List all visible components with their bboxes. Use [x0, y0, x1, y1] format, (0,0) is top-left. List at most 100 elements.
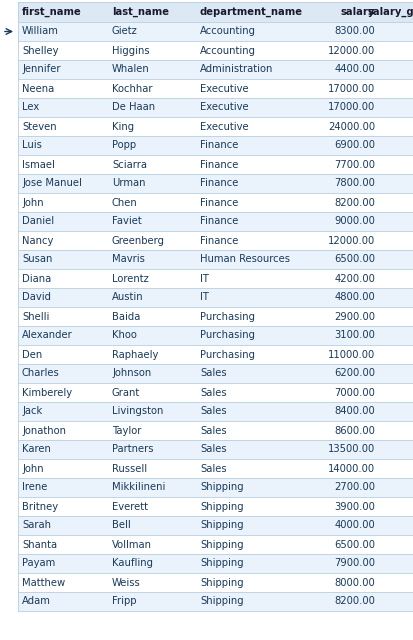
Text: Vollman: Vollman — [112, 540, 152, 550]
Text: Accounting: Accounting — [200, 26, 256, 36]
Text: Johnson: Johnson — [112, 369, 151, 378]
Text: Whalen: Whalen — [112, 65, 150, 74]
Text: Kochhar: Kochhar — [112, 83, 152, 93]
Text: Purchasing: Purchasing — [200, 349, 255, 360]
Text: Grant: Grant — [112, 387, 140, 397]
Text: Mikkilineni: Mikkilineni — [112, 483, 165, 493]
Text: 13500.00: 13500.00 — [328, 445, 375, 454]
Text: William: William — [22, 26, 59, 36]
Text: Human Resources: Human Resources — [200, 255, 290, 264]
Bar — [18, 22, 413, 41]
Text: Shelli: Shelli — [22, 312, 50, 321]
Text: Sciarra: Sciarra — [112, 159, 147, 170]
Text: department_name: department_name — [200, 7, 303, 17]
Bar — [18, 117, 413, 136]
Text: Payam: Payam — [22, 559, 55, 568]
Text: Chen: Chen — [112, 198, 138, 207]
Text: Weiss: Weiss — [112, 577, 141, 588]
Bar — [18, 269, 413, 288]
Text: 4800.00: 4800.00 — [334, 292, 375, 303]
Text: Sales: Sales — [200, 406, 227, 417]
Text: 6500.00: 6500.00 — [334, 255, 375, 264]
Text: Ismael: Ismael — [22, 159, 55, 170]
Text: 4000.00: 4000.00 — [334, 520, 375, 531]
Text: Purchasing: Purchasing — [200, 312, 255, 321]
Text: Matthew: Matthew — [22, 577, 65, 588]
Text: Luis: Luis — [22, 141, 42, 150]
Text: Finance: Finance — [200, 141, 238, 150]
Text: Livingston: Livingston — [112, 406, 164, 417]
Text: 4400.00: 4400.00 — [334, 65, 375, 74]
Text: John: John — [22, 198, 44, 207]
Text: salary_group: salary_group — [367, 7, 413, 17]
Bar — [18, 364, 413, 383]
Text: Accounting: Accounting — [200, 45, 256, 56]
Text: Shanta: Shanta — [22, 540, 57, 550]
Text: 6900.00: 6900.00 — [334, 141, 375, 150]
Text: Raphaely: Raphaely — [112, 349, 158, 360]
Text: Finance: Finance — [200, 198, 238, 207]
Text: Executive: Executive — [200, 122, 249, 131]
Text: Kaufling: Kaufling — [112, 559, 153, 568]
Text: last_name: last_name — [112, 7, 169, 17]
Text: Russell: Russell — [112, 463, 147, 474]
Text: 8600.00: 8600.00 — [334, 426, 375, 435]
Text: Shipping: Shipping — [200, 596, 244, 607]
Text: Sales: Sales — [200, 426, 227, 435]
Text: Sales: Sales — [200, 463, 227, 474]
Text: Fripp: Fripp — [112, 596, 137, 607]
Text: Karen: Karen — [22, 445, 51, 454]
Text: Faviet: Faviet — [112, 216, 142, 227]
Bar — [18, 231, 413, 250]
Text: IT: IT — [200, 292, 209, 303]
Text: Higgins: Higgins — [112, 45, 150, 56]
Text: Steven: Steven — [22, 122, 57, 131]
Text: Jonathon: Jonathon — [22, 426, 66, 435]
Text: Partners: Partners — [112, 445, 154, 454]
Text: 4200.00: 4200.00 — [334, 273, 375, 284]
Bar — [18, 212, 413, 231]
Text: King: King — [112, 122, 134, 131]
Text: 9000.00: 9000.00 — [334, 216, 375, 227]
Text: 8400.00: 8400.00 — [334, 406, 375, 417]
Text: Jose Manuel: Jose Manuel — [22, 179, 82, 189]
Text: 8300.00: 8300.00 — [334, 26, 375, 36]
Bar — [18, 421, 413, 440]
Text: 14000.00: 14000.00 — [328, 463, 375, 474]
Text: Popp: Popp — [112, 141, 136, 150]
Bar — [18, 2, 413, 22]
Bar — [18, 41, 413, 60]
Text: 8000.00: 8000.00 — [334, 577, 375, 588]
Text: Khoo: Khoo — [112, 330, 137, 340]
Text: Bell: Bell — [112, 520, 131, 531]
Bar — [18, 402, 413, 421]
Bar — [18, 516, 413, 535]
Bar — [18, 573, 413, 592]
Text: Shipping: Shipping — [200, 483, 244, 493]
Text: 3100.00: 3100.00 — [334, 330, 375, 340]
Bar — [18, 60, 413, 79]
Text: 8200.00: 8200.00 — [334, 198, 375, 207]
Text: Nancy: Nancy — [22, 236, 53, 246]
Text: Greenberg: Greenberg — [112, 236, 165, 246]
Text: John: John — [22, 463, 44, 474]
Bar — [18, 250, 413, 269]
Text: Purchasing: Purchasing — [200, 330, 255, 340]
Text: 7700.00: 7700.00 — [334, 159, 375, 170]
Text: Jack: Jack — [22, 406, 42, 417]
Bar — [18, 554, 413, 573]
Text: 17000.00: 17000.00 — [328, 102, 375, 113]
Bar — [18, 79, 413, 98]
Text: Shelley: Shelley — [22, 45, 59, 56]
Text: Den: Den — [22, 349, 42, 360]
Text: first_name: first_name — [22, 7, 82, 17]
Text: Shipping: Shipping — [200, 577, 244, 588]
Text: Taylor: Taylor — [112, 426, 141, 435]
Bar — [18, 459, 413, 478]
Text: David: David — [22, 292, 51, 303]
Text: Britney: Britney — [22, 502, 58, 511]
Text: Jennifer: Jennifer — [22, 65, 60, 74]
Bar — [18, 174, 413, 193]
Text: Gietz: Gietz — [112, 26, 138, 36]
Text: Shipping: Shipping — [200, 559, 244, 568]
